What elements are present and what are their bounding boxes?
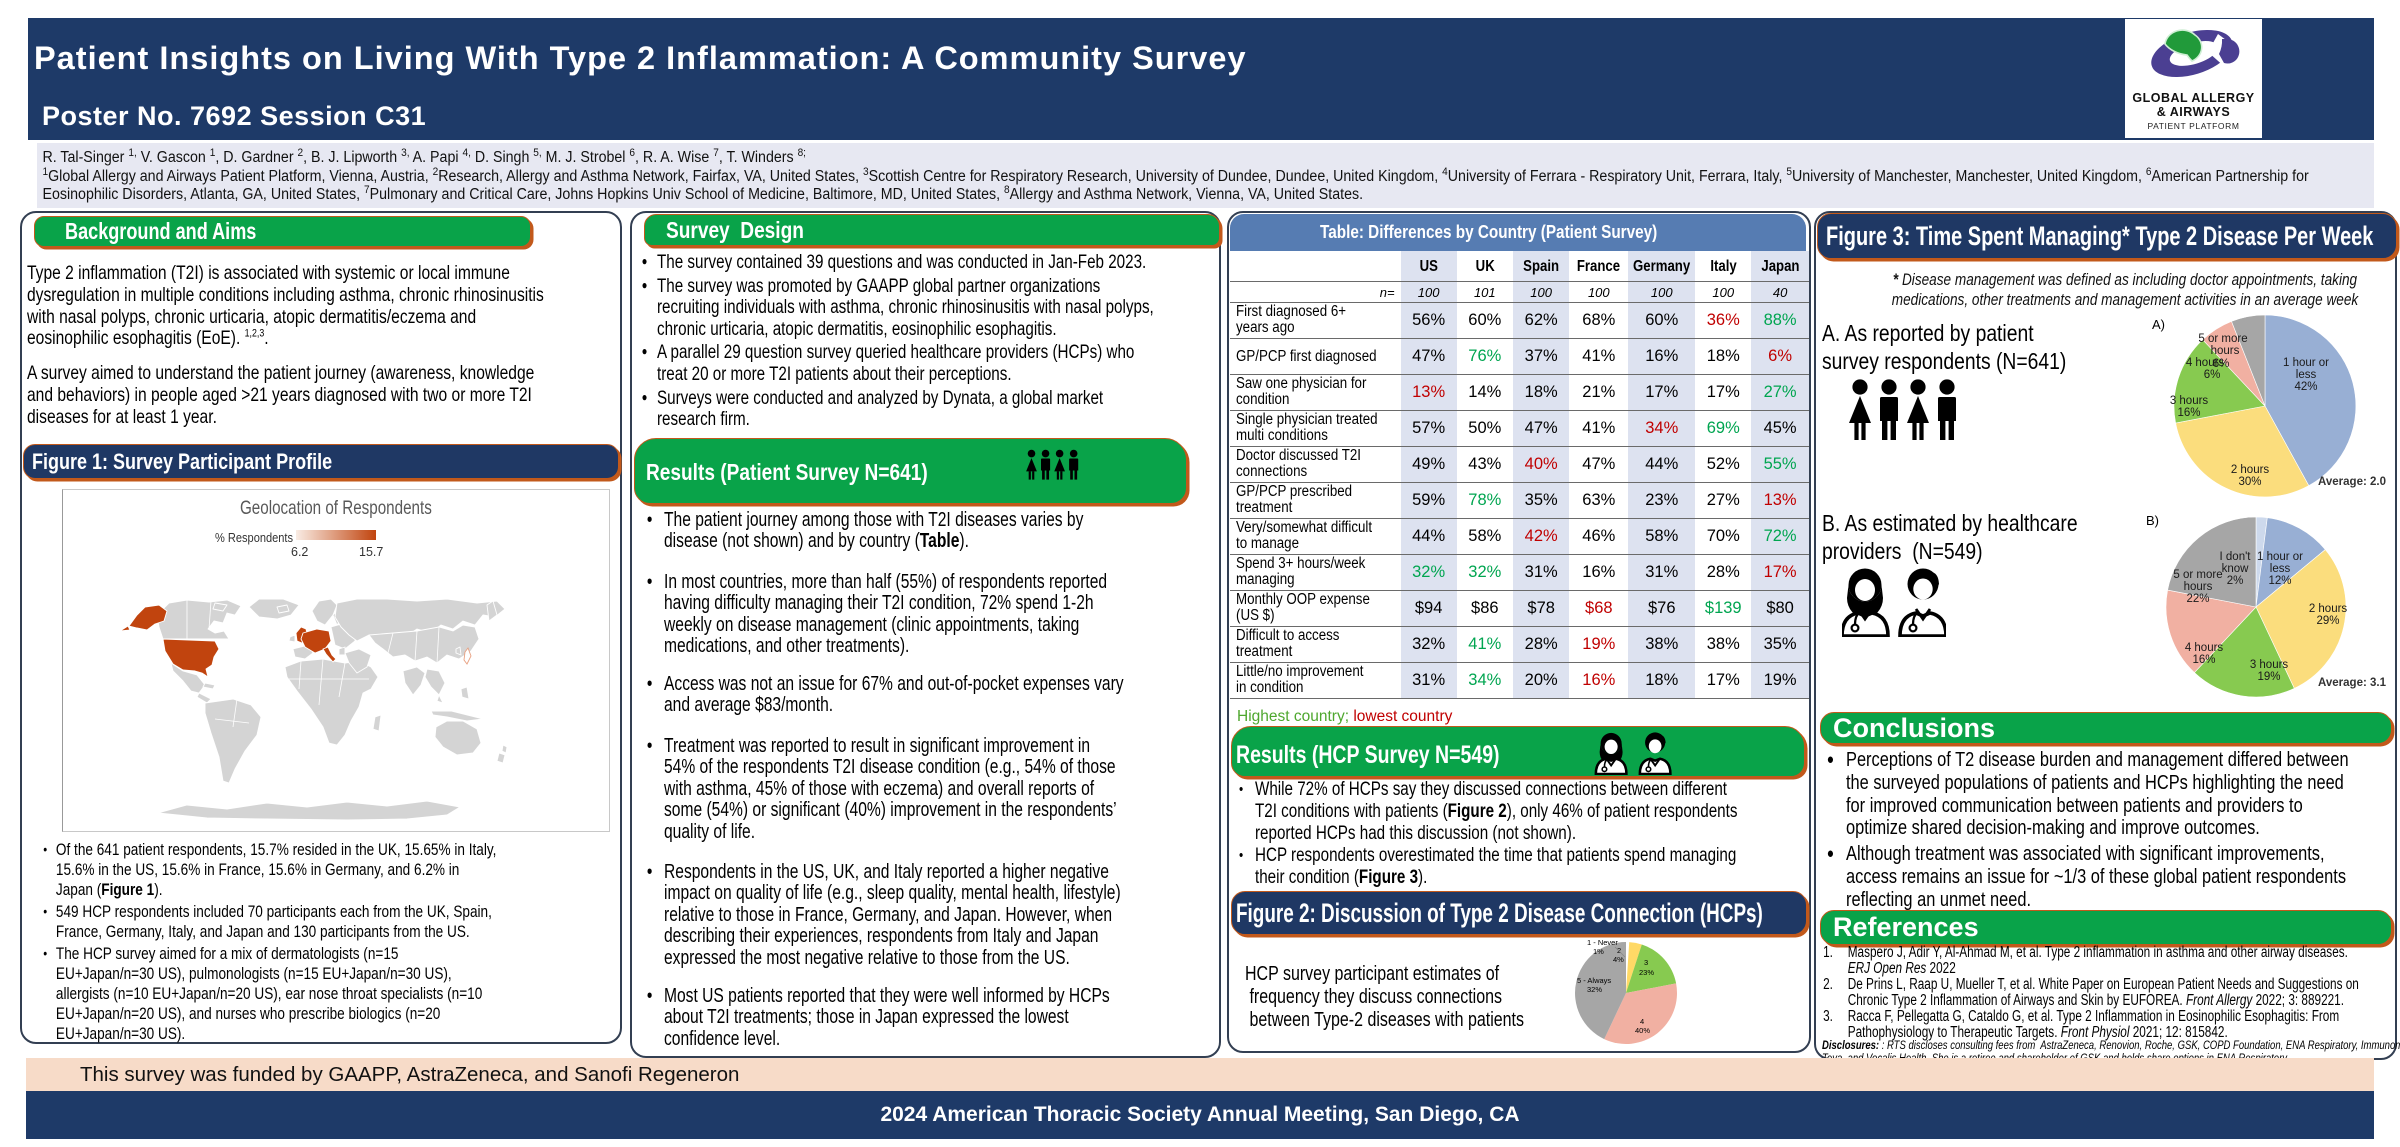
svg-text:2%: 2%: [2227, 575, 2244, 587]
svg-text:2 hours: 2 hours: [2309, 603, 2348, 615]
svg-text:5 - Always: 5 - Always: [1577, 976, 1611, 985]
svg-text:29%: 29%: [2316, 615, 2339, 627]
svg-text:5 or more: 5 or more: [2198, 333, 2247, 345]
svg-text:less: less: [2270, 563, 2291, 575]
svg-text:23%: 23%: [1639, 968, 1654, 977]
svg-text:42%: 42%: [2294, 381, 2317, 393]
svg-text:6%: 6%: [2204, 369, 2221, 381]
svg-text:12%: 12%: [2268, 575, 2291, 587]
svg-text:know: know: [2222, 563, 2250, 575]
svg-text:3: 3: [1644, 958, 1648, 967]
svg-text:16%: 16%: [2177, 407, 2200, 419]
svg-text:1 hour or: 1 hour or: [2283, 357, 2329, 369]
svg-text:3 hours: 3 hours: [2250, 659, 2289, 671]
svg-text:hours: hours: [2211, 345, 2240, 357]
svg-text:6%: 6%: [2213, 358, 2230, 370]
svg-text:19%: 19%: [2257, 671, 2280, 683]
svg-text:4 hours: 4 hours: [2185, 642, 2224, 654]
svg-text:5 or more: 5 or more: [2173, 569, 2222, 581]
svg-text:1 hour or: 1 hour or: [2257, 551, 2303, 563]
svg-text:4: 4: [1640, 1017, 1644, 1026]
svg-text:2 hours: 2 hours: [2231, 464, 2270, 476]
svg-text:16%: 16%: [2192, 654, 2215, 666]
svg-text:30%: 30%: [2238, 476, 2261, 488]
svg-text:hours: hours: [2184, 581, 2213, 593]
svg-text:1%: 1%: [1593, 947, 1604, 956]
svg-text:32%: 32%: [1587, 985, 1602, 994]
svg-text:less: less: [2296, 369, 2317, 381]
svg-text:22%: 22%: [2186, 593, 2209, 605]
svg-text:40%: 40%: [1635, 1026, 1650, 1035]
svg-text:1 - Never: 1 - Never: [1587, 938, 1618, 947]
svg-text:4%: 4%: [1613, 955, 1624, 964]
svg-text:3 hours: 3 hours: [2170, 395, 2209, 407]
svg-text:4 hours: 4 hours: [2186, 357, 2225, 369]
svg-text:2: 2: [1617, 946, 1621, 955]
svg-text:I don't: I don't: [2220, 551, 2252, 563]
